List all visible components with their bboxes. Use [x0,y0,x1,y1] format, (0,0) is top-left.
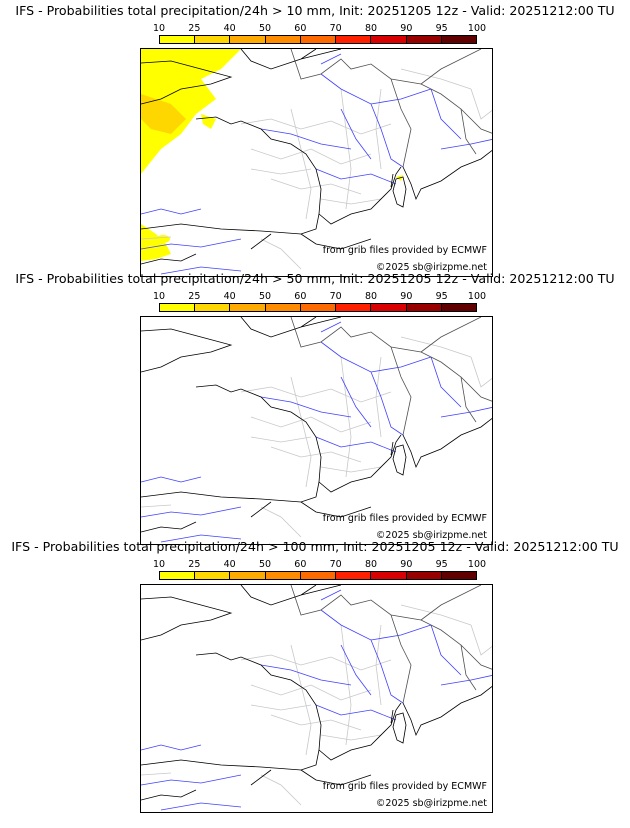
precipitation-map: from grib files provided by ECMWF ©2025 … [140,584,493,813]
colorbar-tick-label: 70 [329,291,342,302]
map-graphic [141,585,492,811]
admin-boundaries [141,68,492,270]
colorbar-cell [441,304,476,311]
map-graphic [141,317,492,543]
rivers [141,53,492,275]
panel-title: IFS - Probabilities total precipitation/… [15,271,615,286]
colorbar-tick-label: 90 [400,23,413,34]
source-credit: from grib files provided by ECMWF [322,781,487,792]
colorbar-tick-label: 100 [467,559,487,570]
coastline [141,317,492,533]
colorbar-tick-label: 95 [435,23,448,34]
colorbar-ticks: 10 25 40 50 60 70 80 90 95 100 [153,23,486,34]
colorbar-cell [160,572,196,579]
colorbar-cell [441,36,476,43]
colorbar-cell [371,304,407,311]
source-credit: from grib files provided by ECMWF [322,245,487,256]
corsica-coastline [392,712,407,744]
colorbar-tick-label: 80 [364,291,378,302]
colorbar-cell [441,572,476,579]
colorbar-ticks: 10 25 40 50 60 70 80 90 95 100 [153,291,486,302]
colorbar-cell [230,304,266,311]
copyright-credit: ©2025 sb@irizpme.net [375,798,487,809]
admin-boundaries [141,336,492,538]
country-borders [290,317,492,436]
colorbar-tick-label: 80 [364,559,378,570]
colorbar-tick-label: 25 [188,559,201,570]
map-graphic [141,49,492,275]
colorbar-tick-label: 100 [467,291,487,302]
colorbar-cell [230,36,266,43]
colorbar-cell [160,36,196,43]
country-borders [290,585,492,704]
coastline [141,49,492,265]
colorbar-tick-label: 10 [152,559,166,570]
colorbar-tick-label: 50 [258,291,272,302]
colorbar-cell [406,36,442,43]
forecast-panel-100mm: IFS - Probabilities total precipitation/… [0,536,630,813]
colorbar-tick-label: 25 [188,23,201,34]
panel-title: IFS - Probabilities total precipitation/… [15,3,615,18]
precipitation-map: from grib files provided by ECMWF ©2025 … [140,48,493,277]
colorbar-cell [265,36,301,43]
colorbar-cell [336,304,372,311]
colorbar-tick-label: 40 [223,291,236,302]
colorbar-tick-label: 70 [329,559,342,570]
colorbar-tick-label: 25 [188,291,201,302]
colorbar-tick-label: 95 [435,559,448,570]
forecast-panel-10mm: IFS - Probabilities total precipitation/… [0,0,630,277]
colorbar-tick-label: 50 [258,23,272,34]
corsica-coastline [392,176,407,208]
source-credit: from grib files provided by ECMWF [322,513,487,524]
colorbar-cell [336,36,372,43]
colorbar-cell [265,304,301,311]
colorbar-cell [265,572,301,579]
colorbar [159,303,477,312]
colorbar-tick-label: 60 [294,559,307,570]
colorbar-tick-label: 70 [329,23,342,34]
colorbar-cell [406,304,442,311]
colorbar-cell [371,36,407,43]
colorbar-cell [195,572,231,579]
colorbar [159,35,477,44]
colorbar-tick-label: 95 [435,291,448,302]
colorbar-cell [230,572,266,579]
forecast-panel-50mm: IFS - Probabilities total precipitation/… [0,268,630,545]
colorbar-tick-label: 40 [223,559,236,570]
colorbar-tick-label: 90 [400,291,413,302]
precipitation-map: from grib files provided by ECMWF ©2025 … [140,316,493,545]
rivers [141,321,492,543]
colorbar-tick-label: 10 [152,291,166,302]
colorbar-tick-label: 80 [364,23,378,34]
colorbar-tick-label: 90 [400,559,413,570]
coastline [141,585,492,801]
colorbar-cell [300,572,337,579]
colorbar-tick-label: 60 [294,23,307,34]
colorbar-cell [195,36,231,43]
colorbar-cell [195,304,231,311]
colorbar-cell [371,572,407,579]
colorbar-cell [300,36,337,43]
panel-title: IFS - Probabilities total precipitation/… [11,539,619,554]
rivers [141,589,492,811]
colorbar-tick-label: 40 [223,23,236,34]
country-borders [290,49,492,168]
colorbar-cell [406,572,442,579]
colorbar-cell [300,304,337,311]
colorbar-tick-label: 100 [467,23,487,34]
colorbar-cell [160,304,196,311]
corsica-coastline [392,444,407,476]
colorbar-cell [336,572,372,579]
colorbar-ticks: 10 25 40 50 60 70 80 90 95 100 [153,559,486,570]
colorbar-tick-label: 60 [294,291,307,302]
colorbar [159,571,477,580]
copyright-credit: ©2025 sb@irizpme.net [375,262,487,273]
colorbar-tick-label: 50 [258,559,272,570]
colorbar-tick-label: 10 [152,23,166,34]
admin-boundaries [141,604,492,806]
copyright-credit: ©2025 sb@irizpme.net [375,530,487,541]
